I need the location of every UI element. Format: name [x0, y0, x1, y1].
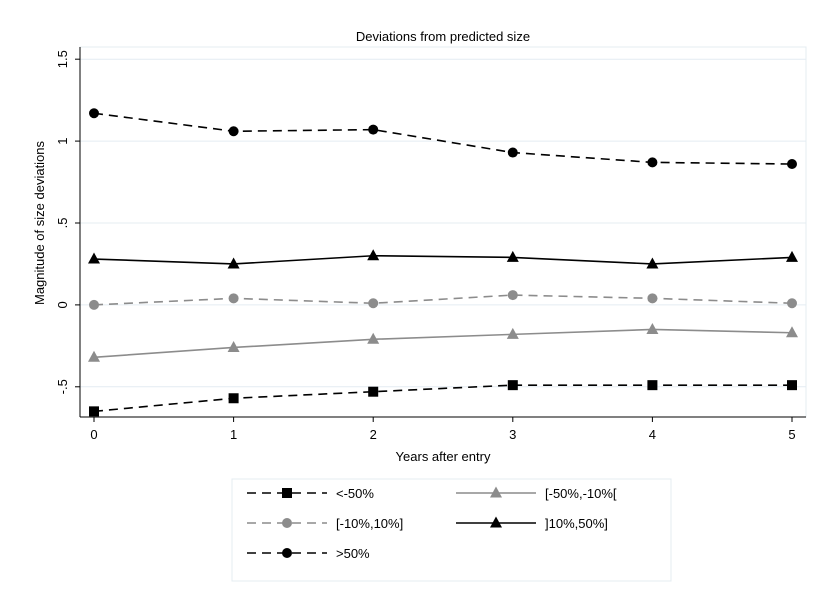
- data-point: [227, 340, 240, 352]
- x-tick-label: 2: [370, 427, 377, 442]
- series-line: [93, 254, 793, 265]
- legend: <-50% [-50%,-10%[ [-10%,10%] ]10%,50%] >50%: [231, 478, 672, 582]
- data-point: [506, 327, 519, 339]
- y-tick-label: 0: [55, 301, 70, 308]
- data-point: [228, 126, 239, 137]
- data-point: [647, 380, 658, 391]
- x-axis-label: Years after entry: [396, 449, 491, 464]
- series: [89, 108, 797, 170]
- data-point: [786, 250, 798, 262]
- data-point: [368, 124, 379, 135]
- data-point: [787, 380, 797, 391]
- series-line: [93, 294, 793, 306]
- data-point: [490, 486, 502, 498]
- data-point: [647, 157, 658, 168]
- data-point: [507, 380, 518, 391]
- legend-item: [-50%,-10%[: [456, 486, 617, 501]
- series: [89, 380, 797, 417]
- series-group: [88, 108, 798, 417]
- data-point: [282, 488, 292, 498]
- data-point: [507, 147, 518, 158]
- data-point: [88, 252, 100, 264]
- legend-box: [231, 478, 672, 582]
- x-tick-label: 5: [788, 427, 795, 442]
- data-point: [228, 393, 239, 404]
- legend-label: [-10%,10%]: [336, 516, 403, 531]
- data-point: [787, 298, 797, 309]
- legend-label: [-50%,-10%[: [545, 486, 617, 501]
- data-point: [646, 257, 659, 269]
- data-point: [507, 290, 518, 301]
- data-point: [367, 332, 380, 344]
- legend-item: ]10%,50%]: [456, 516, 608, 531]
- y-tick-label: .5: [55, 218, 70, 229]
- series-line: [93, 112, 793, 165]
- data-point: [89, 108, 99, 119]
- data-point: [282, 518, 292, 528]
- x-tick-label: 3: [509, 427, 516, 442]
- data-point: [506, 250, 519, 262]
- series-line: [93, 384, 792, 413]
- data-point: [647, 293, 658, 304]
- x-tick-label: 0: [90, 427, 97, 442]
- legend-label: >50%: [336, 546, 370, 561]
- legend-item: <-50%: [247, 486, 374, 501]
- y-tick-label: 1: [55, 137, 70, 144]
- series-line: [93, 328, 793, 359]
- data-point: [646, 322, 659, 334]
- data-point: [787, 159, 797, 170]
- data-point: [282, 548, 292, 558]
- data-point: [89, 299, 99, 310]
- y-axis-label: Magnitude of size deviations: [32, 140, 47, 305]
- data-point: [228, 293, 239, 304]
- series: [88, 322, 798, 362]
- data-point: [88, 350, 100, 362]
- data-point: [367, 249, 380, 261]
- legend-label: <-50%: [336, 486, 374, 501]
- series: [89, 290, 797, 310]
- data-point: [227, 257, 240, 269]
- data-point: [368, 298, 379, 309]
- y-tick-label: 1.5: [55, 50, 70, 68]
- legend-item: [-10%,10%]: [247, 516, 403, 531]
- series: [88, 249, 798, 269]
- data-point: [786, 326, 798, 338]
- x-tick-label: 1: [230, 427, 237, 442]
- data-point: [368, 386, 379, 397]
- x-tick-label: 4: [649, 427, 656, 442]
- data-point: [490, 516, 502, 528]
- legend-item: >50%: [247, 546, 370, 561]
- y-tick-label: -.5: [55, 379, 70, 394]
- data-point: [89, 406, 99, 417]
- axes: -.5 0 .5 1 1.5 0 1 2 3 4 5: [55, 46, 807, 442]
- legend-label: ]10%,50%]: [545, 516, 608, 531]
- chart-title: Deviations from predicted size: [356, 29, 530, 44]
